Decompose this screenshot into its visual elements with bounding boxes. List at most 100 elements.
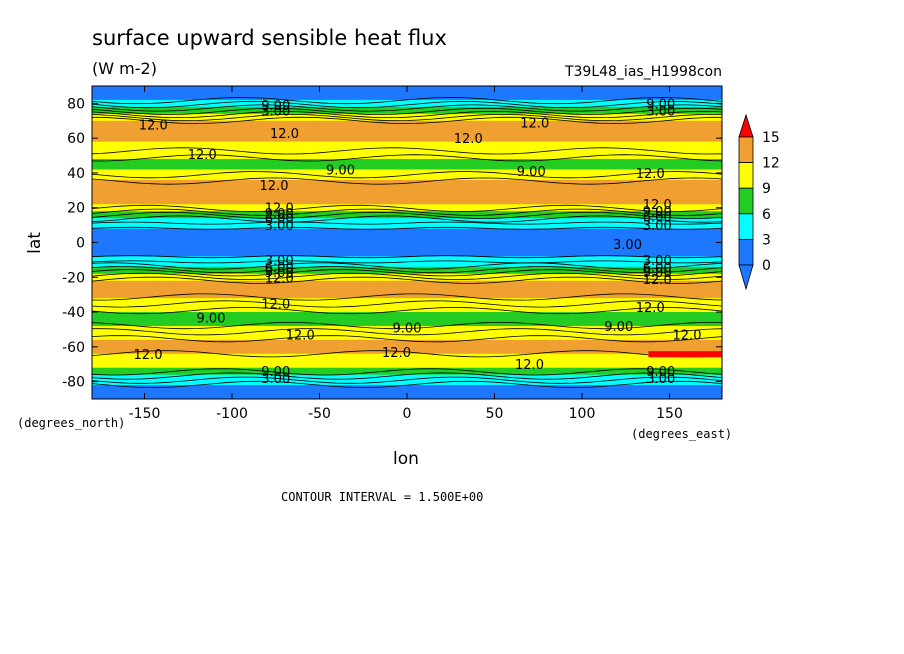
contour-band-cell [92, 186, 722, 191]
contour-band-cell [92, 336, 722, 341]
contour-band-cell [92, 127, 722, 132]
contour-band-cell [92, 159, 722, 164]
contour-label: 9.00 [265, 266, 294, 281]
contour-label: 9.00 [643, 205, 672, 220]
contour-label: 3.00 [643, 219, 672, 234]
contour-band-cell [92, 145, 722, 150]
y-axis-label: lat [25, 232, 45, 254]
contour-label: 12.0 [134, 348, 163, 363]
contour-band-cell [92, 165, 722, 171]
contour-band-cell [92, 138, 722, 143]
y-tick-label: -80 [62, 375, 85, 391]
colorbar-label: 3 [762, 232, 771, 248]
contour-label: 12.0 [636, 301, 665, 316]
contour-label: 12.0 [139, 118, 168, 133]
contour-line [92, 335, 722, 343]
y-tick-label: 60 [67, 131, 85, 147]
contour-label: 3.00 [643, 254, 672, 269]
x-axis-label: lon [393, 449, 419, 469]
contour-label: 9.00 [326, 163, 355, 178]
contour-band-cell [92, 197, 722, 202]
contour-band-cell [92, 239, 722, 244]
contour-label: 9.00 [393, 322, 422, 337]
colorbar-label: 0 [762, 258, 771, 274]
contour-band-cell [92, 364, 722, 369]
contour-line [92, 154, 722, 162]
contour-line [92, 215, 722, 223]
contour-band-cell [92, 96, 722, 101]
colorbar: 15 12 9 6 3 0 [738, 113, 780, 291]
contour-band-cell [92, 308, 722, 313]
contour-line [92, 100, 722, 109]
contour-band-cell [92, 298, 722, 303]
contour-band-cell [92, 301, 722, 306]
contour-band-cell [92, 315, 722, 320]
contour-label: 12.0 [260, 179, 289, 194]
contour-label: 6.00 [265, 261, 294, 276]
colorbar-label: 15 [762, 130, 780, 146]
x-axis-ticks: -150 -100 -50 0 50 100 150 [129, 86, 683, 422]
x-tick-label: 50 [486, 406, 504, 422]
contour-band-cell [92, 291, 722, 296]
chart-title: surface upward sensible heat flux [92, 26, 447, 50]
contour-line [92, 328, 722, 336]
contour-band-cell [92, 232, 722, 237]
contour-band-cell [92, 225, 722, 230]
x-tick-label: 150 [656, 406, 683, 422]
contour-band-cell [92, 148, 722, 153]
contour-label: 3.00 [261, 104, 290, 119]
contour-line [92, 262, 722, 270]
colorbar-label: 9 [762, 181, 771, 197]
contour-band-cell [92, 141, 722, 146]
contour-band-cell [92, 110, 722, 115]
contour-band-cell [92, 284, 722, 289]
contour-line [92, 204, 722, 212]
contour-band-cell [92, 385, 722, 390]
contour-band-cell [92, 353, 722, 358]
contour-band-cell [92, 134, 722, 139]
y-tick-label: 80 [67, 96, 85, 112]
contour-line [92, 104, 722, 112]
contour-band-cell [92, 343, 722, 348]
colorbar-label: 6 [762, 207, 771, 223]
contour-band-cell [92, 235, 722, 240]
contour-label: 12.0 [673, 329, 702, 344]
contour-line [92, 307, 722, 315]
x-tick-label: -150 [129, 406, 161, 422]
contour-band-cell [92, 249, 722, 254]
contour-band-cell [92, 152, 722, 157]
contour-label: 9.00 [646, 365, 675, 380]
contour-interval: CONTOUR INTERVAL = 1.500E+00 [281, 490, 483, 504]
contour-line [92, 300, 722, 308]
contour-band-cell [92, 270, 722, 275]
x-tick-label: -50 [308, 406, 331, 422]
contour-line [92, 116, 722, 124]
contour-band-cell [92, 346, 722, 351]
contour-line [92, 97, 722, 105]
contour-label: 9.00 [261, 99, 290, 114]
contour-band-cell [92, 388, 722, 393]
contour-line [92, 107, 722, 115]
contour-band-cell [92, 155, 722, 160]
contour-band-cell [92, 252, 722, 258]
contour-band-cell [92, 287, 722, 292]
contour-line [92, 221, 722, 225]
contour-label: 3.00 [265, 219, 294, 234]
contour-line [92, 266, 722, 274]
y-tick-label: 20 [67, 201, 85, 217]
contour-band-cell [92, 218, 722, 223]
contour-line [92, 208, 722, 216]
contour-label: 12.0 [265, 202, 294, 217]
contour-line [92, 255, 722, 259]
contour-band-cell [92, 381, 722, 386]
contour-band-cell [92, 169, 722, 174]
contour-band-cell [92, 374, 722, 379]
contour-label: 12.0 [261, 297, 290, 312]
contour-label: 3.00 [646, 104, 675, 119]
contour-label: 3.00 [613, 238, 642, 253]
contour-band-cell [92, 263, 722, 268]
contour-label: 9.00 [517, 165, 546, 180]
contour-band-cell [92, 256, 722, 261]
contour-label: 9.00 [265, 207, 294, 222]
